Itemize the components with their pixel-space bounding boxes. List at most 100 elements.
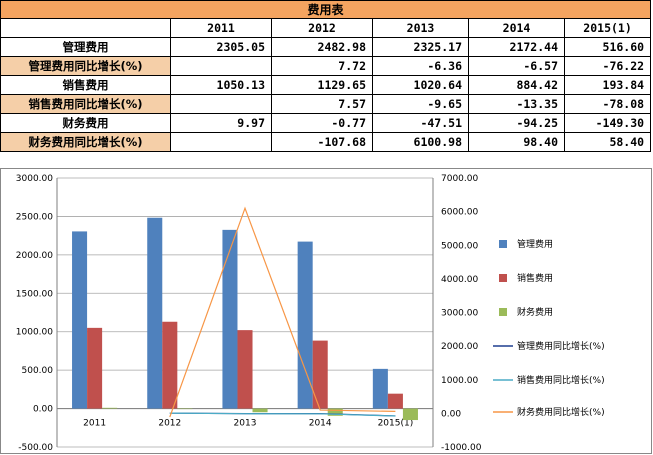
bar xyxy=(87,327,103,409)
table-cell: 2305.05 xyxy=(170,37,272,57)
table-cell: 884.42 xyxy=(468,75,565,95)
legend-label: 销售费用同比增长(%) xyxy=(517,374,605,386)
series-line xyxy=(169,412,396,417)
category-tick-label: 2013 xyxy=(234,419,257,429)
bar xyxy=(327,408,343,416)
table-cell: 1020.64 xyxy=(372,75,469,95)
bar xyxy=(387,393,403,409)
table-cell: 7.72 xyxy=(271,56,373,76)
right-axis-tick-label: 4000.00 xyxy=(441,275,478,285)
table-cell: -149.30 xyxy=(563,113,652,133)
bar xyxy=(162,321,178,409)
left-axis-tick-label: 3000.00 xyxy=(16,174,53,184)
year-header: 2012 xyxy=(271,18,373,38)
row-label: 管理费用同比增长(%) xyxy=(0,56,171,76)
right-axis-tick-label: 5000.00 xyxy=(441,241,478,251)
right-axis-tick-label: 7000.00 xyxy=(441,174,478,184)
legend-label: 销售费用 xyxy=(517,272,553,284)
left-axis-tick-label: 0.00 xyxy=(33,405,53,415)
left-axis-tick-label: -500.00 xyxy=(18,443,53,453)
year-header: 2013 xyxy=(372,18,469,38)
expense-table: 费用表 2011 2012 2013 2014 2015(1) 管理费用 230… xyxy=(0,0,652,152)
left-axis-tick-label: 2000.00 xyxy=(16,251,53,261)
table-cell: -0.77 xyxy=(271,113,373,133)
table-cell: -47.51 xyxy=(372,113,469,133)
row-label: 销售费用 xyxy=(0,75,171,95)
row-label: 财务费用 xyxy=(0,113,171,133)
table-cell xyxy=(170,94,272,114)
bar xyxy=(297,241,313,409)
right-axis-tick-label: 2000.00 xyxy=(441,342,478,352)
row-label: 财务费用同比增长(%) xyxy=(0,132,171,152)
right-axis-tick-label: 1000.00 xyxy=(441,376,478,386)
table-cell: 193.84 xyxy=(563,75,652,95)
right-axis-tick-label: -1000.00 xyxy=(441,443,482,453)
table-row: 财务费用同比增长(%) -107.68 6100.98 98.40 58.40 xyxy=(0,132,652,152)
bar xyxy=(237,330,253,409)
bar xyxy=(147,217,163,409)
left-axis-tick-label: 1500.00 xyxy=(16,289,53,299)
category-tick-label: 2014 xyxy=(309,419,332,429)
right-axis-tick-label: 0.00 xyxy=(441,409,461,419)
row-label: 管理费用 xyxy=(0,37,171,57)
legend-swatch xyxy=(499,308,507,316)
table-cell: 58.40 xyxy=(563,132,652,152)
table-cell: 1050.13 xyxy=(170,75,272,95)
legend-label: 管理费用同比增长(%) xyxy=(517,340,605,352)
table-cell: -13.35 xyxy=(468,94,565,114)
table-cell: -6.57 xyxy=(468,56,565,76)
year-header: 2014 xyxy=(468,18,565,38)
table-cell: -94.25 xyxy=(468,113,565,133)
table-row: 管理费用同比增长(%) 7.72 -6.36 -6.57 -76.22 xyxy=(0,56,652,76)
row-label: 销售费用同比增长(%) xyxy=(0,94,171,114)
table-cell: 1129.65 xyxy=(271,75,373,95)
expense-chart: -500.00 0.00 500.00 1000.00 1500.00 2000.00 25… xyxy=(0,168,652,454)
table-title: 费用表 xyxy=(0,0,652,19)
table-cell: 2172.44 xyxy=(468,37,565,57)
header-corner-cell xyxy=(0,18,171,38)
bar xyxy=(72,231,88,409)
table-cell: 516.60 xyxy=(563,37,652,57)
legend-swatch xyxy=(499,274,507,282)
table-row: 销售费用同比增长(%) 7.57 -9.65 -13.35 -78.08 xyxy=(0,94,652,114)
table-cell: 6100.98 xyxy=(372,132,469,152)
right-axis-tick-label: 3000.00 xyxy=(441,309,478,319)
year-header-row: 2011 2012 2013 2014 2015(1) xyxy=(0,18,652,38)
table-cell: -78.08 xyxy=(563,94,652,114)
category-tick-label: 2015(1) xyxy=(378,419,414,429)
table-cell: -6.36 xyxy=(372,56,469,76)
category-tick-label: 2012 xyxy=(158,419,181,429)
table-cell: -9.65 xyxy=(372,94,469,114)
bar xyxy=(222,229,238,409)
left-axis-tick-label: 2500.00 xyxy=(16,212,53,222)
right-axis-tick-label: 6000.00 xyxy=(441,208,478,218)
bar xyxy=(102,407,118,409)
bar xyxy=(372,368,388,409)
table-cell xyxy=(170,132,272,152)
table-cell: 7.57 xyxy=(271,94,373,114)
legend-label: 财务费用 xyxy=(517,306,553,318)
table-cell xyxy=(170,56,272,76)
left-axis-tick-label: 500.00 xyxy=(22,366,54,376)
table-cell: -76.22 xyxy=(563,56,652,76)
legend-label: 财务费用同比增长(%) xyxy=(517,406,605,418)
table-row: 管理费用 2305.05 2482.98 2325.17 2172.44 516… xyxy=(0,37,652,57)
table-cell: 9.97 xyxy=(170,113,272,133)
table-cell: 2325.17 xyxy=(372,37,469,57)
bar xyxy=(252,408,268,413)
legend-swatch xyxy=(499,240,507,248)
category-tick-label: 2011 xyxy=(83,419,106,429)
year-header: 2011 xyxy=(170,18,272,38)
bar xyxy=(402,408,418,421)
table-cell: -107.68 xyxy=(271,132,373,152)
bar xyxy=(312,340,328,409)
legend-label: 管理费用 xyxy=(517,238,553,250)
left-axis-tick-label: 1000.00 xyxy=(16,328,53,338)
bar xyxy=(177,408,193,410)
year-header: 2015(1) xyxy=(563,18,652,38)
table-row: 财务费用 9.97 -0.77 -47.51 -94.25 -149.30 xyxy=(0,113,652,133)
table-cell: 2482.98 xyxy=(271,37,373,57)
table-row: 销售费用 1050.13 1129.65 1020.64 884.42 193.… xyxy=(0,75,652,95)
table-cell: 98.40 xyxy=(468,132,565,152)
series-line xyxy=(169,206,396,418)
